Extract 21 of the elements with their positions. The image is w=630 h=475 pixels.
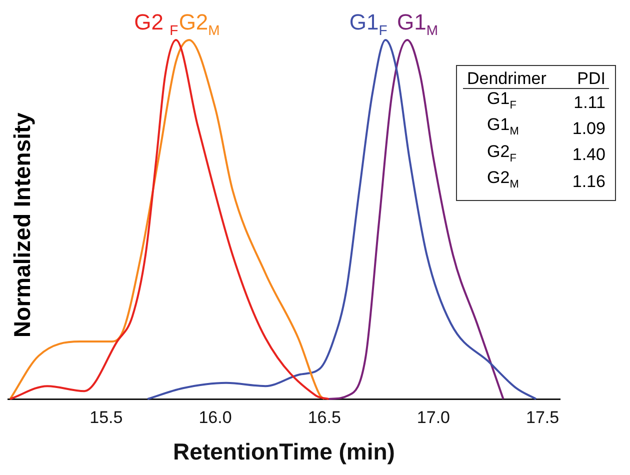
x-axis-title: RetentionTime (min)	[173, 438, 395, 465]
x-tick-label: 16.5	[308, 408, 341, 427]
y-axis-title: Normalized Intensity	[8, 112, 36, 338]
series-label: G1$_{F}$	[349, 10, 388, 38]
text: 1.09	[571, 118, 606, 140]
x-tick-label: 17.0	[416, 408, 450, 427]
text: PDI	[550, 69, 610, 88]
x-tick-label: 17.5	[526, 408, 560, 427]
annotation: G2$_{F}$	[486, 142, 518, 166]
annotation: Dendrimer	[463, 69, 550, 88]
series-label: G2 $_{F}$	[134, 10, 178, 38]
x-tick-label: 16.0	[198, 408, 232, 427]
annotation: G2$_{M}$	[486, 168, 520, 193]
series-label: G2$_{M}$	[178, 10, 220, 38]
text: 1.11	[572, 92, 606, 114]
x-tick-label: 15.5	[90, 408, 123, 427]
text: 1.16	[571, 170, 606, 193]
annotation: G1$_{F}$	[486, 88, 518, 114]
annotation: G1$_{M}$	[486, 115, 520, 140]
series-label: G1$_{M}$	[397, 10, 438, 38]
text: 1.40	[571, 144, 606, 166]
